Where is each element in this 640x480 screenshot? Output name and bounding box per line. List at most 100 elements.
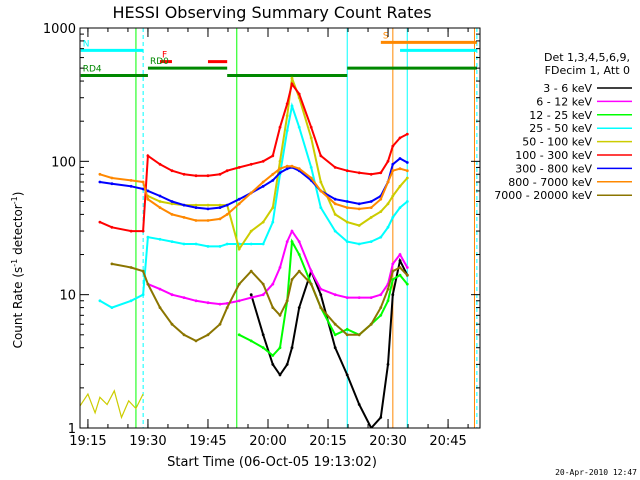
x-tick-label-6: 20:45 [429, 434, 466, 449]
series-7-point-9 [206, 219, 210, 222]
series-3-point-19 [297, 125, 301, 129]
series-8-point-15 [271, 306, 275, 309]
chart-title: HESSI Observing Summary Count Rates [112, 3, 431, 22]
series-7-point-20 [309, 176, 313, 180]
series-4-point-16 [278, 159, 282, 163]
series-1-point-12 [237, 299, 241, 303]
series-7-point-25 [369, 206, 373, 210]
series-4-point-30 [405, 176, 409, 180]
series-4-point-26 [379, 210, 383, 214]
series-8-point-1 [110, 262, 114, 266]
series-8-point-4 [146, 282, 150, 286]
series-3-point-11 [225, 242, 229, 246]
series-5-point-7 [182, 172, 186, 176]
series-6-point-5 [158, 194, 162, 198]
series-3-point-27 [386, 225, 390, 229]
series-3-point-24 [357, 242, 361, 246]
legend-label-8: 7000 - 20000 keV [494, 189, 592, 202]
series-7-point-13 [249, 191, 253, 195]
series-6-point-0 [98, 180, 102, 184]
series-0-point-13 [249, 293, 253, 297]
series-5-point-21 [319, 154, 323, 158]
x-tick-label-2: 19:45 [189, 434, 226, 449]
series-1-point-26 [379, 293, 383, 297]
series-1-point-14 [261, 293, 265, 297]
series-7-point-15 [271, 172, 275, 176]
series-8-point-29 [398, 266, 402, 269]
series-5-point-28 [391, 144, 395, 148]
series-7-point-2 [129, 179, 133, 182]
series-7-point-1 [110, 176, 114, 180]
series-7-point-21 [319, 189, 323, 193]
series-0-point-21 [319, 293, 323, 297]
series-1-point-9 [206, 301, 210, 305]
series-4-point-21 [319, 180, 323, 184]
series-2-point-18 [290, 240, 294, 244]
plot-inner: N F S RD0 RD4 [80, 28, 478, 428]
legend-label-7: 800 - 7000 keV [508, 176, 592, 189]
series-0-point-29 [398, 259, 402, 262]
series-1-point-13 [249, 296, 253, 299]
series-3-point-21 [319, 206, 323, 210]
legend-label-4: 50 - 100 keV [522, 136, 592, 149]
series-7-point-4 [146, 197, 150, 201]
series-2-point-19 [297, 253, 301, 256]
series-7-point-14 [261, 180, 265, 184]
series-0-point-26 [379, 416, 383, 419]
series-7-point-29 [398, 167, 402, 171]
series-3-point-23 [345, 240, 349, 244]
series-1-point-19 [297, 240, 301, 244]
series-3-point-7 [182, 242, 186, 246]
series-4-point-12 [237, 247, 241, 251]
series-7-point-30 [405, 169, 409, 173]
series-2-point-13 [249, 339, 253, 343]
x-axis-label: Start Time (06-Oct-05 19:13:02) [167, 455, 377, 470]
series-4-point-20 [309, 136, 313, 140]
series-2-point-26 [379, 313, 383, 317]
series-8-point-7 [182, 333, 186, 337]
legend-label-2: 12 - 25 keV [529, 109, 592, 122]
series-8-point-16 [278, 313, 282, 317]
series-5-point-12 [237, 166, 241, 169]
x-tick-label-0: 19:15 [69, 434, 106, 449]
series-8-point-14 [261, 282, 265, 286]
series-0-point-28 [391, 293, 395, 297]
series-2-point-23 [345, 327, 349, 331]
series-1-point-16 [278, 266, 282, 269]
flag-label-f: F [162, 51, 167, 61]
series-8-point-8 [194, 339, 198, 343]
y-axis-label-main: Count Rate (s [11, 267, 25, 349]
series-7-point-5 [158, 206, 162, 210]
series-4-point-13 [249, 229, 253, 233]
series-1-point-10 [218, 302, 222, 306]
series-3-point-22 [333, 229, 337, 233]
y-axis-label: Count Rate (s-1 detector-1) [10, 192, 25, 349]
series-6-point-29 [398, 157, 402, 160]
series-8-point-10 [218, 322, 222, 326]
series-0-point-23 [345, 373, 349, 377]
series-0-point-24 [357, 403, 361, 406]
series-1-point-5 [158, 287, 162, 291]
series-1-point-20 [309, 269, 313, 273]
series-3-point-0 [98, 299, 102, 303]
series-7-point-10 [218, 217, 222, 221]
x-tick-label-4: 20:15 [309, 434, 346, 449]
series-3-point-3 [141, 293, 145, 297]
series-6-point-15 [271, 179, 275, 182]
series-4-point-8 [194, 203, 198, 207]
series-5-point-14 [261, 159, 265, 163]
series-8-point-6 [170, 322, 174, 326]
series-2-point-15 [271, 354, 275, 357]
saa-early-line [80, 389, 144, 420]
series-7-point-12 [237, 202, 241, 206]
series-8-point-26 [379, 306, 383, 309]
series-2-point-14 [261, 346, 265, 350]
series-4-point-9 [206, 203, 210, 207]
y-axis-label-mid: detector [11, 204, 25, 259]
series-3-point-5 [158, 237, 162, 241]
series-2-point-29 [398, 273, 402, 277]
series-4-point-14 [261, 220, 265, 224]
series-7-point-6 [170, 213, 174, 216]
series-5-point-6 [170, 169, 174, 173]
series-8-point-2 [129, 266, 133, 269]
